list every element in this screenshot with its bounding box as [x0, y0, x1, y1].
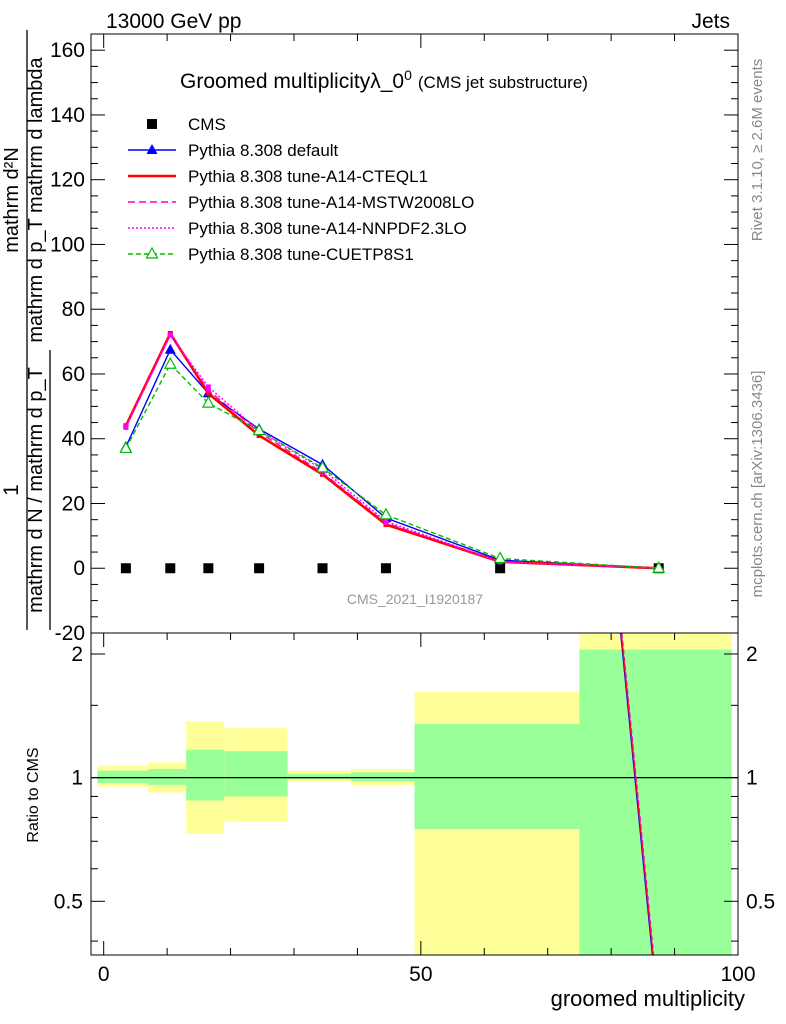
- series-point-4: [123, 424, 129, 430]
- main-subtitle: (CMS jet substructure): [418, 73, 588, 92]
- legend-label-4: Pythia 8.308 tune-A14-NNPDF2.3LO: [188, 219, 467, 238]
- main-series-group: [119, 330, 666, 574]
- ratio-plot-frame: [90, 632, 739, 956]
- x-ticks: 0 50 100: [98, 633, 756, 986]
- category-label: Jets: [691, 10, 730, 33]
- legend-label-1: Pythia 8.308 default: [188, 141, 339, 160]
- series-line-4: [125, 333, 659, 569]
- ratio-green-band: [579, 649, 732, 955]
- series-point-1: [164, 343, 176, 354]
- series-point-0: [203, 563, 214, 574]
- main-y-ticks: -20 0 20 40 60 80 100 120 140 160: [50, 34, 739, 645]
- series-line-1: [125, 348, 659, 569]
- ratio-y-tick-label: 1: [71, 767, 83, 790]
- ylabel-denominator: mathrm d N / mathrm d p_T: [25, 367, 47, 613]
- series-point-0: [380, 563, 391, 574]
- series-point-5: [652, 560, 666, 573]
- series-point-4: [167, 332, 173, 338]
- series-point-5: [252, 423, 266, 436]
- ratio-y-tick-label-right: 1: [746, 767, 758, 790]
- ylabel-one: 1: [0, 484, 23, 496]
- legend-marker-0: [147, 119, 157, 129]
- series-point-4: [205, 384, 211, 390]
- legend: CMS Pythia 8.308 default Pythia 8.308 tune…: [128, 115, 474, 264]
- series-point-0: [120, 563, 131, 574]
- series-point-0: [495, 563, 506, 574]
- ylabel-numerator-top: mathrm d²N: [1, 147, 23, 253]
- x-tick-label: 0: [98, 963, 110, 986]
- series-point-2: [205, 390, 211, 396]
- main-y-tick-label: 140: [50, 104, 85, 127]
- series-point-3: [205, 387, 211, 393]
- main-y-axis-label: 1 mathrm d²N mathrm d N / mathrm d p_T m…: [0, 30, 51, 630]
- ratio-y-tick-label-right: 2: [746, 643, 758, 666]
- analysis-label: CMS_2021_I1920187: [347, 591, 483, 607]
- series-point-5: [119, 441, 133, 454]
- main-y-tick-label: 100: [50, 233, 85, 256]
- ratio-y-tick-label: 2: [71, 643, 83, 666]
- ratio-green-band: [186, 749, 225, 801]
- main-y-tick-label: 0: [73, 557, 85, 580]
- series-point-5: [379, 507, 393, 520]
- x-tick-label: 100: [720, 963, 755, 986]
- x-tick-label: 50: [409, 963, 432, 986]
- series-point-5: [316, 460, 330, 473]
- main-y-tick-label: 120: [50, 169, 85, 192]
- main-y-tick-label: 80: [62, 298, 85, 321]
- ylabel-numerator-bottom: mathrm d p_T mathrm d lambda: [25, 56, 47, 342]
- main-title-sup: 0: [404, 67, 412, 83]
- x-axis-label: groomed multiplicity: [551, 986, 745, 1011]
- main-title-text: Groomed multiplicityλ_0: [180, 70, 404, 93]
- series-point-5: [163, 357, 177, 369]
- legend-label-5: Pythia 8.308 tune-CUETP8S1: [188, 245, 414, 264]
- series-point-5: [201, 395, 215, 408]
- legend-marker-1: [146, 144, 158, 154]
- main-y-tick-label: 20: [62, 492, 85, 515]
- ratio-green-band: [351, 772, 415, 782]
- series-point-0: [254, 563, 265, 574]
- ratio-green-band: [414, 724, 580, 829]
- series-point-0: [165, 563, 176, 574]
- rivet-label: Rivet 3.1.10, ≥ 2.6M events: [749, 59, 766, 242]
- svg-text:Groomed multiplicityλ_00(CMS j: Groomed multiplicityλ_00 (CMS jet substru…: [180, 67, 588, 93]
- ratio-y-tick-label: 0.5: [54, 890, 83, 913]
- main-y-tick-label: 40: [62, 428, 85, 451]
- series-line-3: [125, 333, 659, 569]
- ratio-green-band: [148, 768, 187, 785]
- series-point-0: [317, 563, 328, 574]
- series-line-5: [125, 363, 659, 569]
- series-point-3: [320, 470, 326, 476]
- main-y-tick-label: -20: [55, 622, 85, 645]
- ratio-y-axis-label: Ratio to CMS: [25, 747, 42, 842]
- site-label: mcplots.cern.ch [arXiv:1306.3436]: [749, 371, 766, 598]
- legend-marker-5: [145, 246, 159, 259]
- series-point-4: [383, 518, 389, 524]
- ratio-green-band: [97, 770, 149, 784]
- ratio-green-band: [224, 751, 288, 797]
- series-point-2: [256, 432, 262, 438]
- main-title: Groomed multiplicityλ_00 (CMS jet substru…: [180, 67, 588, 93]
- series-line-2: [124, 330, 659, 570]
- main-y-tick-label: 160: [50, 39, 85, 62]
- ratio-green-band: [287, 774, 352, 780]
- legend-label-2: Pythia 8.308 tune-A14-CTEQL1: [188, 167, 428, 186]
- legend-label-0: CMS: [188, 115, 226, 134]
- legend-label-3: Pythia 8.308 tune-A14-MSTW2008LO: [188, 193, 474, 212]
- ratio-y-ticks: 0.5 0.5 1 1 2 2: [54, 643, 775, 942]
- energy-label: 13000 GeV pp: [106, 10, 241, 33]
- ratio-mc-lines: [620, 632, 655, 956]
- series-point-5: [493, 551, 507, 564]
- ratio-y-tick-label-right: 0.5: [746, 890, 775, 913]
- ratio-mc-line-2: [621, 632, 655, 956]
- main-y-tick-label: 60: [62, 363, 85, 386]
